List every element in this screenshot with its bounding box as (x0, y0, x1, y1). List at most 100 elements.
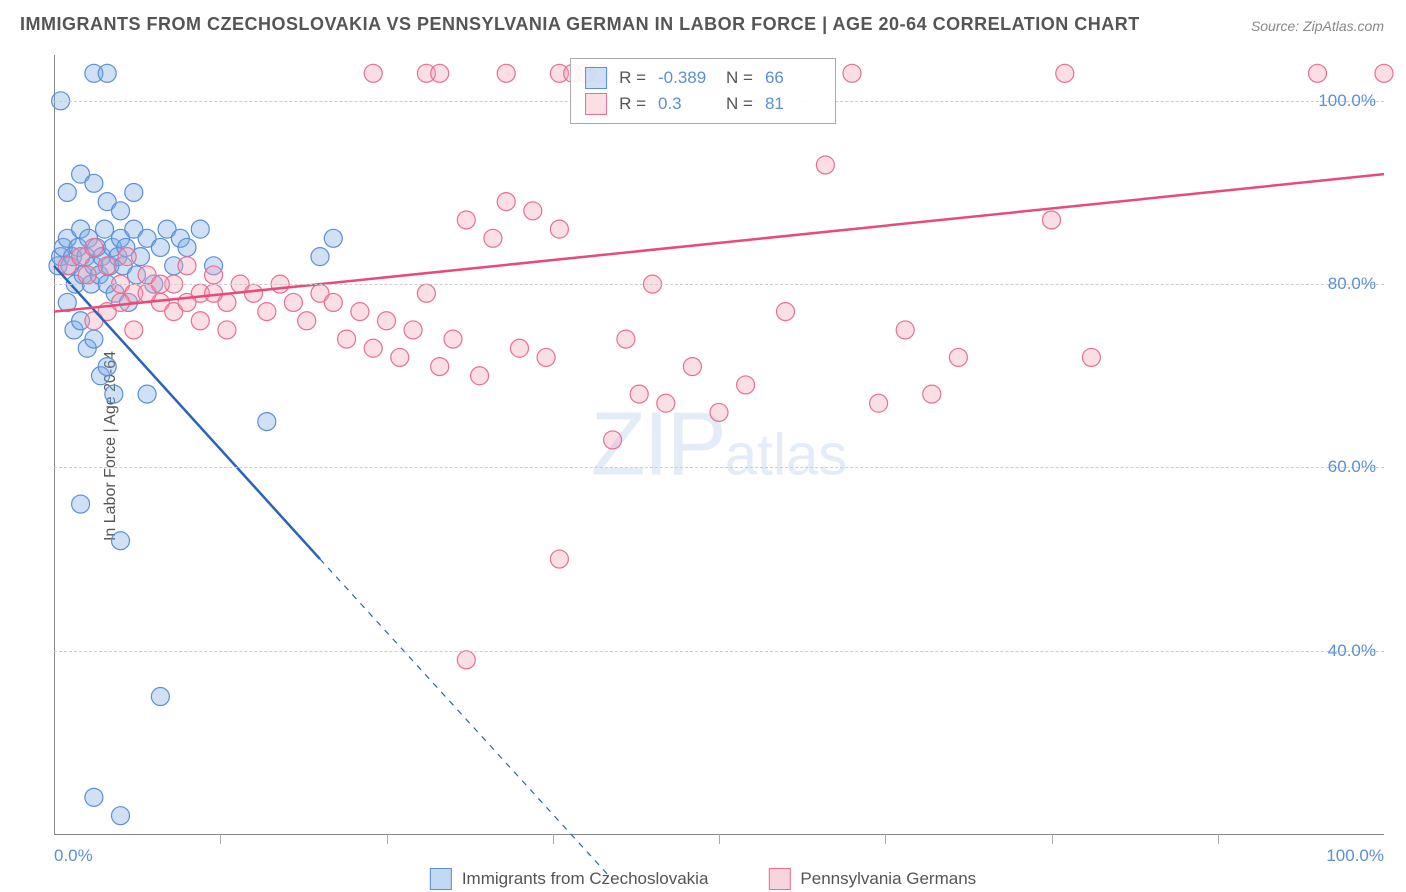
data-point (125, 183, 143, 201)
data-point (98, 64, 116, 82)
data-point (923, 385, 941, 403)
data-point (497, 64, 515, 82)
data-point (85, 330, 103, 348)
data-point (511, 339, 529, 357)
data-point (550, 220, 568, 238)
data-point (737, 376, 755, 394)
data-point (843, 64, 861, 82)
data-point (896, 321, 914, 339)
x-tick (1218, 834, 1219, 844)
data-point (105, 385, 123, 403)
data-point (178, 238, 196, 256)
data-point (118, 248, 136, 266)
data-point (870, 394, 888, 412)
data-point (258, 413, 276, 431)
data-point (112, 807, 130, 825)
x-tick-label: 0.0% (54, 846, 93, 866)
stats-n-value-1: 66 (765, 68, 821, 88)
x-tick (1052, 834, 1053, 844)
data-point (125, 321, 143, 339)
y-tick-label: 60.0% (1328, 457, 1376, 477)
data-point (191, 312, 209, 330)
data-point (284, 293, 302, 311)
data-point (258, 303, 276, 321)
data-point (537, 348, 555, 366)
x-tick (553, 834, 554, 844)
data-point (710, 403, 728, 421)
data-point (630, 385, 648, 403)
legend-swatch-1 (430, 868, 452, 890)
trend-line (54, 174, 1384, 311)
data-point (1056, 64, 1074, 82)
data-point (431, 64, 449, 82)
data-point (191, 220, 209, 238)
swatch-series-1 (585, 67, 607, 89)
trend-line-extended (320, 559, 613, 880)
y-tick-label: 40.0% (1328, 641, 1376, 661)
x-tick-label: 100.0% (1326, 846, 1384, 866)
data-point (138, 385, 156, 403)
data-point (683, 358, 701, 376)
data-point (72, 495, 90, 513)
stats-n-label: N = (726, 94, 753, 114)
data-point (1043, 211, 1061, 229)
legend-label-2: Pennsylvania Germans (800, 869, 976, 889)
x-tick (719, 834, 720, 844)
data-point (245, 284, 263, 302)
data-point (1309, 64, 1327, 82)
data-point (151, 688, 169, 706)
data-point (112, 532, 130, 550)
data-point (657, 394, 675, 412)
data-point (58, 183, 76, 201)
stats-n-value-2: 81 (765, 94, 821, 114)
gridline (54, 467, 1384, 468)
data-point (1375, 64, 1393, 82)
stats-legend: R = -0.389 N = 66 R = 0.3 N = 81 (570, 58, 836, 124)
stats-r-value-2: 0.3 (658, 94, 714, 114)
legend-label-1: Immigrants from Czechoslovakia (462, 869, 709, 889)
stats-r-label: R = (619, 94, 646, 114)
swatch-series-2 (585, 93, 607, 115)
data-point (298, 312, 316, 330)
legend-swatch-2 (768, 868, 790, 890)
data-point (151, 238, 169, 256)
legend-item-1: Immigrants from Czechoslovakia (430, 868, 709, 890)
data-point (112, 202, 130, 220)
data-point (777, 303, 795, 321)
data-point (550, 550, 568, 568)
data-point (98, 358, 116, 376)
stats-r-value-1: -0.389 (658, 68, 714, 88)
gridline (54, 651, 1384, 652)
data-point (816, 156, 834, 174)
data-point (311, 248, 329, 266)
legend-item-2: Pennsylvania Germans (768, 868, 976, 890)
y-tick-label: 100.0% (1318, 91, 1376, 111)
data-point (324, 293, 342, 311)
data-point (457, 651, 475, 669)
data-point (364, 339, 382, 357)
data-point (444, 330, 462, 348)
data-point (949, 348, 967, 366)
data-point (205, 266, 223, 284)
y-tick-label: 80.0% (1328, 274, 1376, 294)
data-point (338, 330, 356, 348)
data-point (617, 330, 635, 348)
data-point (85, 174, 103, 192)
plot-area: ZIPatlas 40.0%60.0%80.0%100.0%0.0%100.0% (54, 55, 1384, 835)
data-point (604, 431, 622, 449)
x-tick (885, 834, 886, 844)
data-point (1082, 348, 1100, 366)
data-point (98, 257, 116, 275)
x-tick (220, 834, 221, 844)
data-point (85, 238, 103, 256)
data-point (524, 202, 542, 220)
data-point (471, 367, 489, 385)
stats-row-series-1: R = -0.389 N = 66 (585, 65, 821, 91)
source-attribution: Source: ZipAtlas.com (1251, 18, 1384, 34)
data-point (391, 348, 409, 366)
data-point (378, 312, 396, 330)
data-point (218, 321, 236, 339)
data-point (457, 211, 475, 229)
data-point (417, 284, 435, 302)
data-point (404, 321, 422, 339)
